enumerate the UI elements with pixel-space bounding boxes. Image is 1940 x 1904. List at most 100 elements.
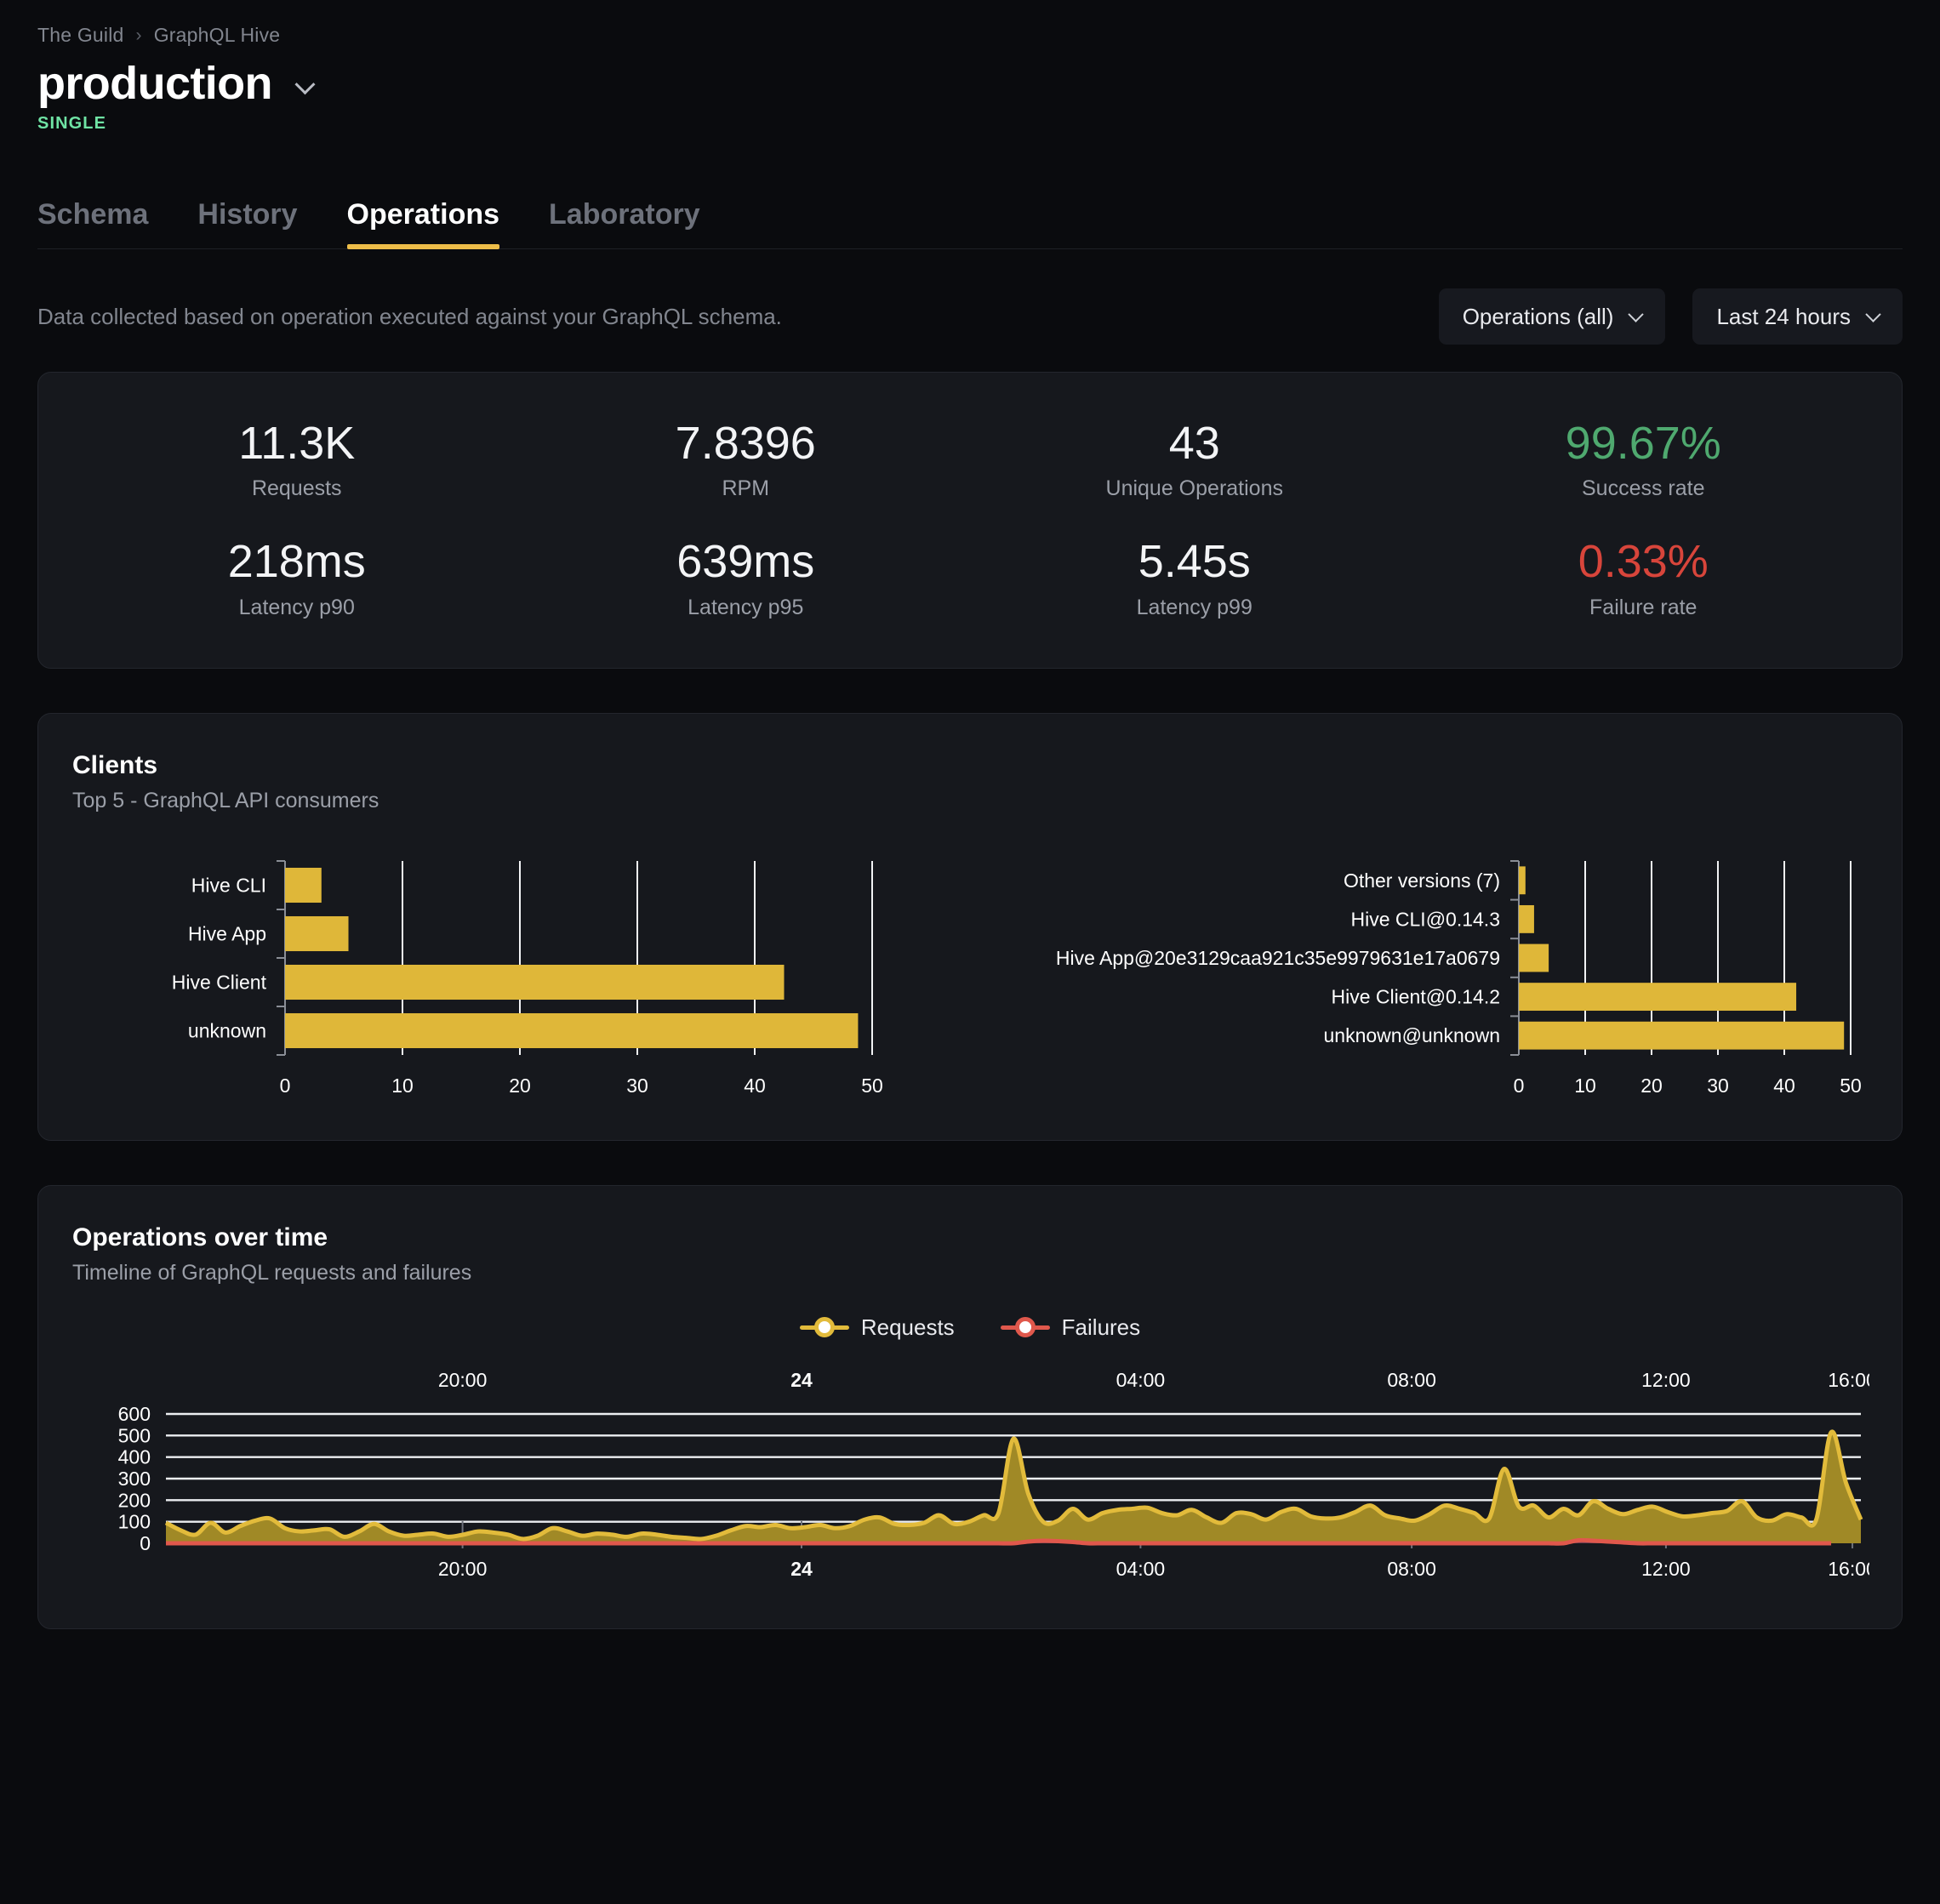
metric-label: RPM — [722, 476, 770, 501]
svg-text:Hive CLI@0.14.3: Hive CLI@0.14.3 — [1351, 908, 1501, 930]
metric-value: 0.33% — [1578, 536, 1709, 588]
tab-operations[interactable]: Operations — [346, 198, 500, 250]
tab-bar: Schema History Operations Laboratory — [37, 174, 1903, 250]
svg-text:300: 300 — [118, 1468, 151, 1490]
svg-text:20: 20 — [509, 1075, 531, 1097]
operations-filter-select[interactable]: Operations (all) — [1438, 288, 1666, 345]
legend-label: Requests — [860, 1314, 955, 1340]
operations-over-time-subtitle: Timeline of GraphQL requests and failure… — [72, 1260, 472, 1285]
svg-text:200: 200 — [118, 1489, 151, 1511]
tab-history[interactable]: History — [197, 198, 298, 231]
svg-text:Hive App: Hive App — [188, 922, 266, 944]
operations-filter-value: Operations (all) — [1462, 303, 1614, 329]
svg-text:30: 30 — [626, 1075, 648, 1097]
breadcrumb-project[interactable]: GraphQL Hive — [153, 24, 281, 46]
clients-by-name-svg: Hive CLI Hive App Hive Client unknown 0 10 20 3… — [172, 859, 883, 1097]
metric-label: Requests — [251, 476, 342, 501]
svg-text:unknown@unknown: unknown@unknown — [1324, 1024, 1500, 1046]
clients-by-version-svg: Other versions (7) Hive CLI@0.14.3 Hive Ap… — [1056, 859, 1862, 1097]
svg-text:24: 24 — [790, 1369, 813, 1391]
timeline-legend: Requests Failures — [72, 1314, 1868, 1341]
breadcrumb-org[interactable]: The Guild — [37, 24, 124, 46]
metric-label: Failure rate — [1589, 595, 1698, 619]
svg-text:10: 10 — [391, 1075, 414, 1097]
metrics-grid: 11.3K Requests 7.8396 RPM 43 Unique Oper… — [38, 373, 1902, 667]
metric-value: 7.8396 — [675, 418, 816, 470]
svg-text:12:00: 12:00 — [1641, 1558, 1691, 1580]
svg-text:Hive App@20e3129caa921c35e9979: Hive App@20e3129caa921c35e9979631e17a067… — [1056, 947, 1500, 969]
svg-text:400: 400 — [118, 1445, 151, 1468]
toolbar-note: Data collected based on operation execut… — [37, 303, 782, 329]
breadcrumb-separator-icon: › — [135, 25, 142, 45]
metric-requests: 11.3K Requests — [72, 417, 522, 501]
metric-success-rate: 99.67% Success rate — [1419, 417, 1869, 501]
clients-title: Clients — [72, 750, 158, 779]
metric-latency-p90: 218ms Latency p90 — [72, 535, 522, 619]
svg-text:40: 40 — [1773, 1075, 1795, 1097]
svg-text:0: 0 — [140, 1532, 151, 1554]
metric-value: 11.3K — [238, 418, 356, 470]
svg-text:16:00: 16:00 — [1828, 1558, 1869, 1580]
svg-text:Hive Client: Hive Client — [172, 971, 267, 993]
clients-charts: Hive CLI Hive App Hive Client unknown 0 10 20 3… — [72, 852, 1868, 1099]
svg-text:50: 50 — [861, 1075, 883, 1097]
metrics-card: 11.3K Requests 7.8396 RPM 43 Unique Oper… — [37, 372, 1903, 669]
period-filter-value: Last 24 hours — [1716, 303, 1851, 329]
svg-text:500: 500 — [118, 1424, 151, 1446]
svg-text:08:00: 08:00 — [1387, 1558, 1436, 1580]
metric-failure-rate: 0.33% Failure rate — [1419, 535, 1869, 619]
svg-text:unknown: unknown — [188, 1019, 266, 1041]
svg-text:10: 10 — [1574, 1075, 1596, 1097]
period-filter-select[interactable]: Last 24 hours — [1692, 288, 1903, 345]
metric-value: 43 — [1168, 418, 1220, 470]
svg-text:600: 600 — [118, 1403, 151, 1425]
svg-text:24: 24 — [790, 1558, 813, 1580]
status-badge: SINGLE — [37, 114, 107, 134]
svg-text:20:00: 20:00 — [438, 1369, 488, 1391]
svg-text:08:00: 08:00 — [1387, 1369, 1436, 1391]
page-title: production — [37, 58, 273, 109]
target-switcher-button[interactable] — [291, 74, 320, 103]
toolbar-controls: Operations (all) Last 24 hours — [1438, 288, 1903, 345]
svg-text:20:00: 20:00 — [438, 1558, 488, 1580]
tab-schema[interactable]: Schema — [37, 198, 149, 231]
legend-marker-requests-icon — [799, 1317, 849, 1338]
svg-text:Hive Client@0.14.2: Hive Client@0.14.2 — [1332, 985, 1501, 1007]
svg-text:Hive CLI: Hive CLI — [191, 874, 266, 896]
svg-text:0: 0 — [1514, 1075, 1525, 1097]
clients-card: Clients Top 5 - GraphQL API consumers Hi… — [37, 712, 1903, 1141]
chevron-down-icon — [294, 74, 316, 95]
svg-text:Other versions (7): Other versions (7) — [1344, 869, 1500, 891]
clients-by-name-chart: Hive CLI Hive App Hive Client unknown 0 10 20 3… — [72, 852, 974, 1099]
svg-text:40: 40 — [744, 1075, 766, 1097]
svg-text:50: 50 — [1840, 1075, 1862, 1097]
legend-item-failures[interactable]: Failures — [1000, 1314, 1140, 1341]
timeline-chart: 0 100 200 300 400 500 600 20:00 20:00 24 24 04:00 04… — [72, 1366, 1869, 1588]
legend-marker-failures-icon — [1000, 1317, 1050, 1338]
chevron-down-icon — [1865, 306, 1881, 322]
clients-by-version-chart: Other versions (7) Hive CLI@0.14.3 Hive Ap… — [974, 852, 1876, 1099]
svg-text:100: 100 — [118, 1510, 151, 1532]
svg-text:0: 0 — [280, 1075, 291, 1097]
operations-over-time-section: Operations over time Timeline of GraphQL… — [38, 1186, 1902, 1628]
metric-value: 99.67% — [1565, 418, 1721, 470]
legend-item-requests[interactable]: Requests — [799, 1314, 955, 1341]
metric-value: 218ms — [227, 536, 366, 588]
operations-over-time-title: Operations over time — [72, 1223, 328, 1251]
metric-label: Unique Operations — [1105, 476, 1283, 501]
metric-label: Success rate — [1581, 476, 1705, 501]
chevron-down-icon — [1628, 306, 1645, 322]
svg-text:04:00: 04:00 — [1116, 1369, 1166, 1391]
svg-text:04:00: 04:00 — [1116, 1558, 1166, 1580]
operations-over-time-card: Operations over time Timeline of GraphQL… — [37, 1184, 1903, 1629]
metric-unique-operations: 43 Unique Operations — [970, 417, 1419, 501]
breadcrumb: The Guild › GraphQL Hive — [37, 0, 1903, 47]
metric-value: 5.45s — [1138, 536, 1251, 588]
metric-label: Latency p90 — [238, 595, 355, 619]
metric-label: Latency p95 — [688, 595, 804, 619]
clients-subtitle: Top 5 - GraphQL API consumers — [72, 788, 379, 812]
metric-latency-p99: 5.45s Latency p99 — [970, 535, 1419, 619]
tab-laboratory[interactable]: Laboratory — [549, 198, 700, 231]
